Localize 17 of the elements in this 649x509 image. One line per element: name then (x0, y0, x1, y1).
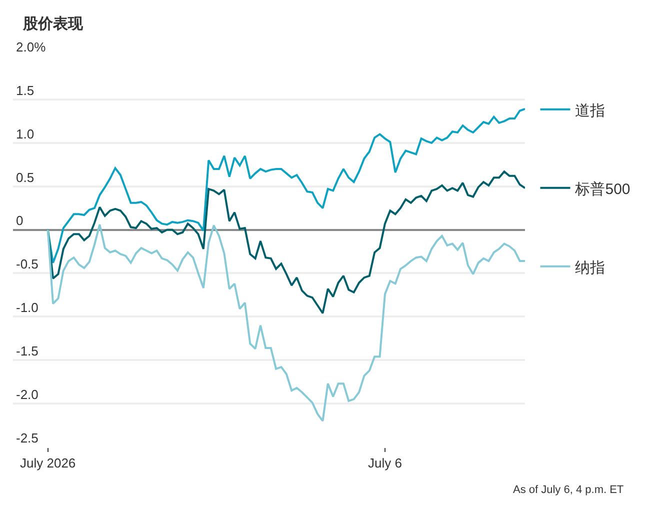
y-tick-label: 1.5 (16, 82, 34, 98)
y-tick-label: -2.5 (16, 430, 38, 446)
y-tick-label: 1.0 (16, 126, 34, 142)
x-tick-label: July 2026 (20, 456, 76, 471)
y-tick-label: -1.0 (16, 300, 38, 316)
x-tick-label: July 6 (368, 456, 402, 471)
y-tick-label: -0.5 (16, 256, 38, 272)
legend-label: 道指 (575, 102, 606, 120)
y-tick-label: 2.0% (16, 39, 46, 54)
y-tick-label: 0.5 (16, 170, 34, 185)
y-tick-label: -1.5 (16, 344, 38, 359)
chart-title: 股价表现 (22, 15, 84, 32)
legend-label: 标普500 (574, 180, 630, 198)
text: As of July 6, 4 p.m. ET (513, 484, 624, 496)
legend-label: 纳指 (575, 259, 606, 276)
y-tick-label: 0 (16, 213, 24, 228)
y-tick-label: -2.0 (16, 387, 38, 402)
